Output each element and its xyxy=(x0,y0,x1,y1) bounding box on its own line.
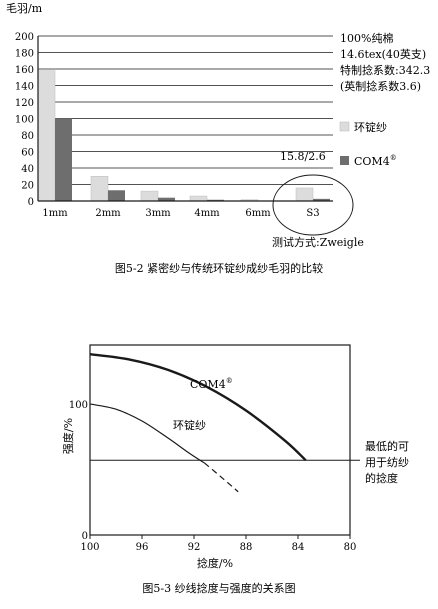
bar xyxy=(313,198,330,201)
x-tick-label: 1mm xyxy=(42,208,68,219)
x-tick-label: 92 xyxy=(188,542,201,553)
chart1-caption: 图5-2 紧密纱与传统环锭纱成纱毛羽的比较 xyxy=(115,261,323,275)
chart1-x-tick-labels: 1mm 2mm 3mm 4mm 6mm S3 xyxy=(42,208,319,219)
x-tick-label: 3mm xyxy=(145,208,171,219)
bar xyxy=(189,195,208,202)
y-tick-label: 140 xyxy=(15,82,34,93)
chart1-info-block: 100%纯棉 14.6tex(40英支) 特制捻系数:342.3 (英制捻系数3… xyxy=(340,31,430,93)
chart-5-2: 毛羽/m 0 20 40 60 80 100 120 140 160 180 200 1mm 2mm 3… xyxy=(6,2,430,275)
x-tick-label: S3 xyxy=(306,208,319,219)
legend-swatch-ring xyxy=(339,121,350,132)
bar xyxy=(140,190,159,202)
x-tick-label: 80 xyxy=(344,542,357,553)
bar xyxy=(108,190,125,201)
y-tick-label: 40 xyxy=(21,164,34,175)
label-com4: COM4® xyxy=(190,377,233,391)
series-line xyxy=(89,352,307,462)
chart1-ylabel: 毛羽/m xyxy=(6,2,43,15)
chart2-frame xyxy=(89,344,351,536)
chart1-note: 测试方式:Zweigle xyxy=(272,235,364,249)
chart1-annotation: 15.8/2.6 xyxy=(280,150,326,163)
bar xyxy=(90,176,109,202)
chart1-y-tick-labels: 0 20 40 60 80 100 120 140 160 180 200 xyxy=(15,32,34,208)
x-tick-label: 100 xyxy=(80,542,99,553)
y-tick-label: 80 xyxy=(21,131,34,142)
legend-label-com4: COM4® xyxy=(354,154,397,168)
info-line: (英制捻系数3.6) xyxy=(340,79,421,93)
y-tick-label: 100 xyxy=(15,115,34,126)
x-tick-label: 96 xyxy=(136,542,149,553)
chart1-gridlines xyxy=(38,35,333,185)
chart2-series xyxy=(89,352,307,493)
hline-label-line: 最低的可 xyxy=(365,439,409,453)
hline-label-line: 的捻度 xyxy=(365,471,398,485)
y-tick-label: 0 xyxy=(28,197,34,208)
y-tick-label: 200 xyxy=(15,32,34,43)
info-line: 100%纯棉 xyxy=(340,31,393,45)
chart1-legend: 环锭纱 COM4® xyxy=(339,120,397,168)
x-tick-label: 84 xyxy=(292,542,305,553)
y-tick-label: 160 xyxy=(15,65,34,76)
info-line: 14.6tex(40英支) xyxy=(340,47,426,61)
bar xyxy=(207,199,224,201)
series-line xyxy=(204,462,239,493)
chart2-ylabel: 强度/% xyxy=(61,418,75,454)
chart2-xlabel: 捻度/% xyxy=(197,556,233,570)
y-tick-label: 180 xyxy=(15,49,34,60)
label-ring: 环锭纱 xyxy=(173,418,206,432)
chart1-bars xyxy=(37,70,330,202)
s3-highlight-circle xyxy=(272,174,354,236)
x-tick-label: 2mm xyxy=(95,208,121,219)
info-line: 特制捻系数:342.3 xyxy=(340,63,430,77)
x-tick-label: 4mm xyxy=(194,208,220,219)
series-line xyxy=(89,403,205,464)
x-tick-label: 88 xyxy=(240,542,253,553)
bar xyxy=(37,70,56,202)
legend-label-ring: 环锭纱 xyxy=(354,120,387,134)
x-tick-label: 6mm xyxy=(245,208,271,219)
chart2-x-tick-labels: 100 96 92 88 84 80 xyxy=(80,535,356,553)
bar xyxy=(158,197,175,201)
y-tick-label: 0 xyxy=(82,531,88,542)
bar xyxy=(55,118,72,201)
bar xyxy=(295,187,314,202)
hline-label: 最低的可 用于纺纱 的捻度 xyxy=(365,439,409,485)
legend-swatch-com4 xyxy=(340,156,349,165)
chart2-y-tick-labels: 0 100 xyxy=(69,400,88,542)
y-tick-label: 120 xyxy=(15,98,34,109)
hline-label-line: 用于纺纱 xyxy=(365,455,409,469)
y-tick-label: 100 xyxy=(69,400,88,411)
y-tick-label: 60 xyxy=(21,148,34,159)
y-tick-label: 20 xyxy=(21,181,34,192)
chart2-caption: 图5-3 纱线捻度与强度的关系图 xyxy=(142,581,295,595)
